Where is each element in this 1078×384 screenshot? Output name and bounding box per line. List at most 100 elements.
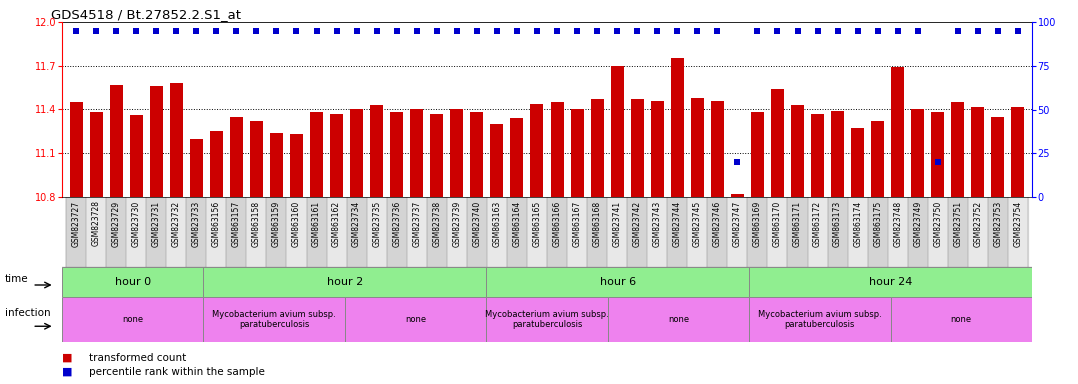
Bar bbox=[327, 197, 347, 267]
Bar bbox=[204, 297, 345, 342]
Bar bbox=[147, 197, 166, 267]
Text: hour 2: hour 2 bbox=[327, 277, 363, 287]
Text: Mycobacterium avium subsp.
paratuberculosis: Mycobacterium avium subsp. paratuberculo… bbox=[212, 310, 336, 329]
Bar bbox=[887, 197, 908, 267]
Text: GSM863157: GSM863157 bbox=[232, 200, 240, 247]
Bar bbox=[788, 197, 807, 267]
Bar bbox=[908, 197, 928, 267]
Bar bbox=[390, 113, 403, 197]
Text: GSM863163: GSM863163 bbox=[493, 200, 501, 247]
Bar bbox=[166, 197, 186, 267]
Text: GSM823735: GSM823735 bbox=[372, 200, 382, 247]
Bar bbox=[992, 117, 1005, 197]
Text: GSM823751: GSM823751 bbox=[953, 200, 963, 247]
Bar bbox=[150, 86, 163, 197]
Bar bbox=[928, 197, 948, 267]
Text: GSM863173: GSM863173 bbox=[833, 200, 842, 247]
Text: GSM823741: GSM823741 bbox=[612, 200, 622, 247]
Bar bbox=[204, 267, 486, 297]
Bar bbox=[551, 102, 564, 197]
Bar bbox=[110, 85, 123, 197]
Bar bbox=[749, 297, 890, 342]
Bar bbox=[370, 105, 383, 197]
Bar bbox=[828, 197, 847, 267]
Bar bbox=[230, 117, 243, 197]
Bar bbox=[169, 83, 183, 197]
Bar bbox=[691, 98, 704, 197]
Bar bbox=[430, 114, 443, 197]
Text: GSM823731: GSM823731 bbox=[152, 200, 161, 247]
Bar bbox=[811, 114, 824, 197]
Bar bbox=[287, 197, 306, 267]
Text: GSM863174: GSM863174 bbox=[853, 200, 862, 247]
Bar bbox=[63, 297, 204, 342]
Bar bbox=[631, 99, 644, 197]
Bar bbox=[608, 297, 749, 342]
Bar bbox=[467, 197, 487, 267]
Bar bbox=[728, 197, 747, 267]
Text: GSM863175: GSM863175 bbox=[873, 200, 882, 247]
Bar bbox=[63, 267, 204, 297]
Text: hour 24: hour 24 bbox=[869, 277, 912, 287]
Bar bbox=[948, 197, 968, 267]
Text: Mycobacterium avium subsp.
paratuberculosis: Mycobacterium avium subsp. paratuberculo… bbox=[485, 310, 609, 329]
Bar bbox=[330, 114, 343, 197]
Bar bbox=[129, 115, 142, 197]
Text: GSM863156: GSM863156 bbox=[211, 200, 221, 247]
Bar bbox=[387, 197, 406, 267]
Bar bbox=[710, 101, 723, 197]
Text: GSM863165: GSM863165 bbox=[533, 200, 541, 247]
Text: GSM823738: GSM823738 bbox=[432, 200, 441, 247]
Text: none: none bbox=[951, 315, 972, 324]
Bar bbox=[868, 197, 887, 267]
Text: hour 0: hour 0 bbox=[114, 277, 151, 287]
Bar bbox=[688, 197, 707, 267]
Bar bbox=[987, 197, 1008, 267]
Text: GSM863168: GSM863168 bbox=[593, 200, 602, 247]
Text: GSM823736: GSM823736 bbox=[392, 200, 401, 247]
Text: GSM823743: GSM823743 bbox=[652, 200, 662, 247]
Bar bbox=[490, 124, 503, 197]
Text: ■: ■ bbox=[63, 367, 72, 377]
Bar bbox=[69, 102, 83, 197]
Text: GSM823734: GSM823734 bbox=[353, 200, 361, 247]
Text: GSM823730: GSM823730 bbox=[132, 200, 140, 247]
Bar bbox=[852, 129, 865, 197]
Bar bbox=[487, 197, 507, 267]
Text: GSM863167: GSM863167 bbox=[572, 200, 581, 247]
Bar bbox=[186, 197, 206, 267]
Bar bbox=[570, 109, 583, 197]
Bar bbox=[290, 134, 303, 197]
Text: GSM863158: GSM863158 bbox=[252, 200, 261, 247]
Bar bbox=[627, 197, 647, 267]
Bar bbox=[486, 267, 749, 297]
Bar bbox=[671, 58, 683, 197]
Bar bbox=[971, 107, 984, 197]
Bar bbox=[270, 133, 282, 197]
Bar bbox=[527, 197, 547, 267]
Text: percentile rank within the sample: percentile rank within the sample bbox=[89, 367, 265, 377]
Bar bbox=[1011, 107, 1024, 197]
Text: infection: infection bbox=[5, 308, 51, 318]
Text: GSM823753: GSM823753 bbox=[994, 200, 1003, 247]
Text: GSM863169: GSM863169 bbox=[752, 200, 762, 247]
Bar bbox=[771, 89, 784, 197]
Bar bbox=[266, 197, 287, 267]
Bar bbox=[892, 67, 904, 197]
Text: ■: ■ bbox=[63, 353, 72, 363]
Bar bbox=[968, 197, 987, 267]
Bar bbox=[411, 109, 424, 197]
Bar bbox=[367, 197, 387, 267]
Text: none: none bbox=[122, 315, 143, 324]
Text: GSM823747: GSM823747 bbox=[733, 200, 742, 247]
Text: GSM823754: GSM823754 bbox=[1013, 200, 1022, 247]
Bar bbox=[667, 197, 688, 267]
Bar bbox=[306, 197, 327, 267]
Text: GSM823748: GSM823748 bbox=[894, 200, 902, 247]
Bar bbox=[210, 131, 223, 197]
Text: GSM823744: GSM823744 bbox=[673, 200, 681, 247]
Text: GSM863160: GSM863160 bbox=[292, 200, 301, 247]
Text: GSM863159: GSM863159 bbox=[272, 200, 281, 247]
Bar bbox=[345, 297, 486, 342]
Bar bbox=[588, 197, 607, 267]
